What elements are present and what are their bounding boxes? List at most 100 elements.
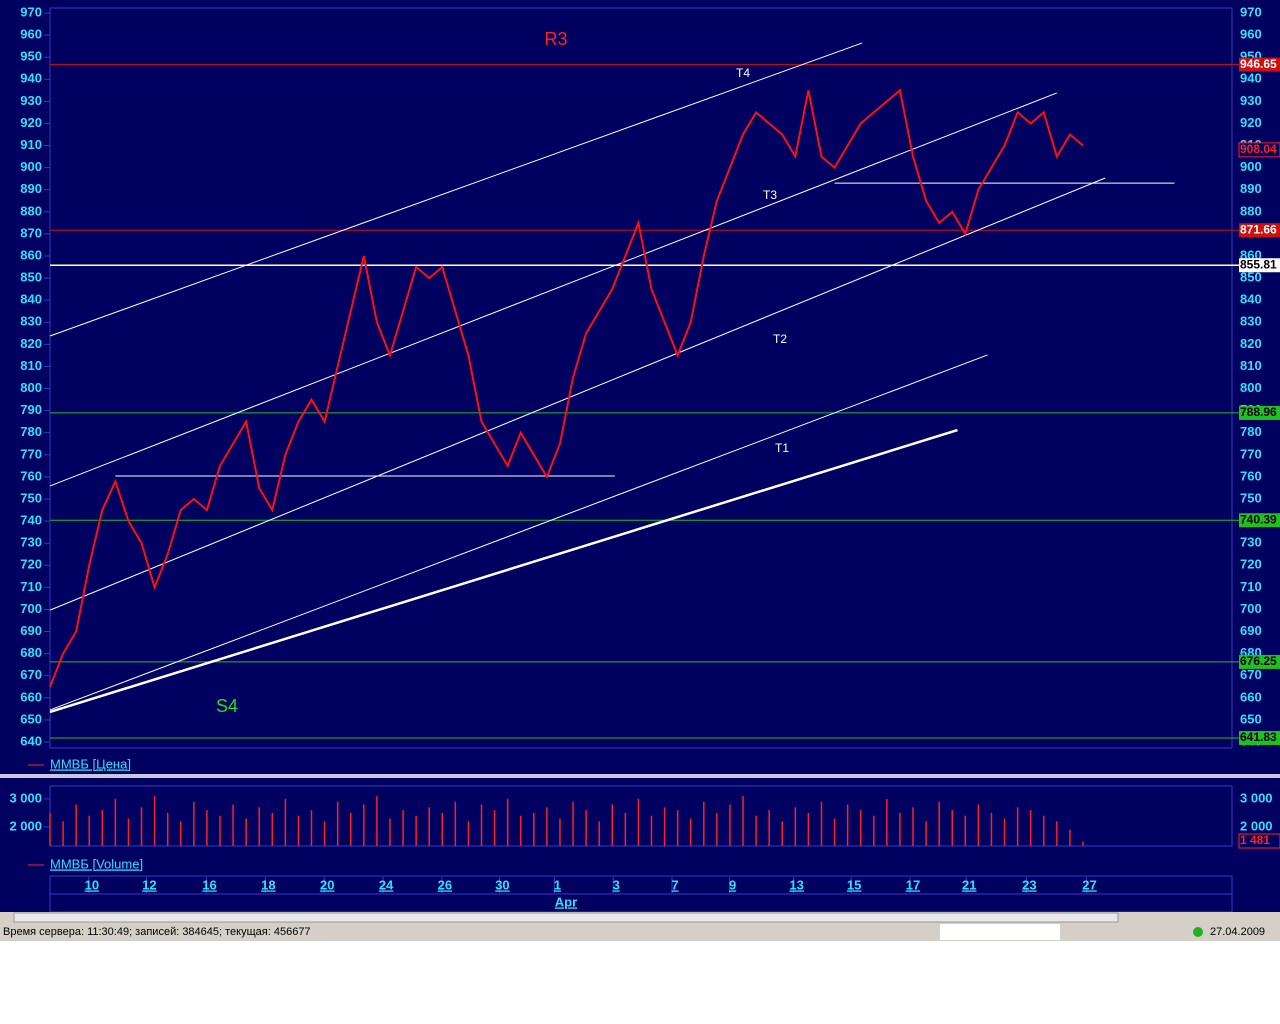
y-tick-label: 780 — [20, 424, 42, 439]
y-tick-label: 800 — [1240, 380, 1262, 395]
y-tick-label: 810 — [20, 358, 42, 373]
y-tick-label: 920 — [20, 115, 42, 130]
y-tick-label: 830 — [1240, 314, 1262, 329]
y-tick-label: 730 — [20, 535, 42, 550]
annotation: R3 — [544, 29, 567, 49]
y-tick-label: 890 — [20, 181, 42, 196]
y-tick-label: 650 — [20, 711, 42, 726]
y-tick-label: 640 — [20, 733, 42, 748]
y-tick-label: 960 — [20, 27, 42, 42]
x-tick-label: 18 — [261, 877, 275, 892]
y-tick-label: 890 — [1240, 181, 1262, 196]
annotation: S4 — [216, 696, 238, 716]
y-tick-label: 730 — [1240, 535, 1262, 550]
x-tick-label: 26 — [438, 877, 452, 892]
x-tick-label: 24 — [379, 877, 394, 892]
y-tick-label: 830 — [20, 314, 42, 329]
x-tick-label: 7 — [671, 877, 678, 892]
y-tick-label: 680 — [20, 645, 42, 660]
level-tag — [1239, 258, 1280, 273]
status-field — [940, 924, 1060, 940]
y-tick-label: 770 — [20, 446, 42, 461]
y-tick-label: 700 — [20, 601, 42, 616]
y-tick-label: 770 — [1240, 446, 1262, 461]
level-label: 855.81 — [1240, 257, 1277, 271]
y-tick-label: 810 — [1240, 358, 1262, 373]
y-tick-label: 940 — [1240, 71, 1262, 86]
y-tick-label: 800 — [20, 380, 42, 395]
x-tick-label: 30 — [495, 877, 509, 892]
background — [0, 0, 1280, 912]
annotation: T4 — [736, 66, 750, 80]
y-tick-label: 870 — [20, 225, 42, 240]
x-tick-label: 20 — [320, 877, 334, 892]
level-label: 641.83 — [1240, 730, 1277, 744]
y-tick-label: 790 — [20, 402, 42, 417]
x-tick-label: 3 — [613, 877, 620, 892]
status-date: 27.04.2009 — [1210, 926, 1265, 938]
y-tick-label: 670 — [20, 667, 42, 682]
x-tick-label: 10 — [85, 877, 99, 892]
y-tick-label: 910 — [20, 137, 42, 152]
level-tag — [1239, 513, 1280, 528]
y-tick-label: 840 — [1240, 292, 1262, 307]
y-tick-label: 780 — [1240, 424, 1262, 439]
y-tick-label: 930 — [20, 93, 42, 108]
y-tick-label: 840 — [20, 292, 42, 307]
status-text: Время сервера: 11:30:49; записей: 384645… — [3, 926, 311, 938]
annotation: T2 — [773, 332, 787, 346]
x-tick-label: 27 — [1082, 877, 1096, 892]
level-tag — [1239, 405, 1280, 420]
level-tag — [1239, 654, 1280, 669]
level-label: 676.25 — [1240, 654, 1277, 668]
y-tick-label: 970 — [1240, 4, 1262, 19]
x-tick-label: 1 — [554, 877, 561, 892]
y-tick-label: 720 — [20, 557, 42, 572]
x-tick-label: 23 — [1022, 877, 1036, 892]
x-tick-label: 15 — [847, 877, 861, 892]
y-tick-label: 3 000 — [1240, 790, 1273, 805]
level-label: 946.65 — [1240, 57, 1277, 71]
last-tag — [1238, 833, 1280, 849]
y-tick-label: 760 — [20, 468, 42, 483]
x-tick-label: 21 — [962, 877, 976, 892]
y-tick-label: 820 — [1240, 336, 1262, 351]
y-tick-label: 670 — [1240, 667, 1262, 682]
separator — [0, 774, 1280, 778]
y-tick-label: 820 — [20, 336, 42, 351]
y-tick-label: 920 — [1240, 115, 1262, 130]
y-tick-label: 2 000 — [9, 818, 42, 833]
annotation: T3 — [763, 188, 777, 202]
legend[interactable]: ММВБ [Volume] — [50, 856, 143, 871]
price-line — [49, 88, 1084, 688]
y-tick-label: 660 — [1240, 689, 1262, 704]
y-tick-label: 880 — [20, 203, 42, 218]
y-tick-label: 900 — [20, 159, 42, 174]
level-label: 740.39 — [1240, 512, 1277, 526]
y-tick-label: 880 — [1240, 203, 1262, 218]
y-tick-label: 650 — [1240, 711, 1262, 726]
y-tick-label: 750 — [20, 490, 42, 505]
y-tick-label: 950 — [20, 49, 42, 64]
y-tick-label: 960 — [1240, 27, 1262, 42]
status-icon — [1193, 927, 1203, 937]
x-tick-label: 17 — [906, 877, 920, 892]
y-tick-label: 760 — [1240, 468, 1262, 483]
trend-line — [49, 428, 958, 714]
y-tick-label: 940 — [20, 71, 42, 86]
x-tick-label: 12 — [142, 877, 156, 892]
y-tick-label: 850 — [1240, 270, 1262, 285]
y-tick-label: 660 — [20, 689, 42, 704]
y-tick-label: 930 — [1240, 93, 1262, 108]
legend[interactable]: ММВБ [Цена] — [50, 756, 131, 771]
scroll-thumb[interactable] — [13, 912, 1119, 923]
y-tick-label: 860 — [20, 247, 42, 262]
y-tick-label: 850 — [20, 270, 42, 285]
y-tick-label: 690 — [1240, 623, 1262, 638]
month-label: Apr — [555, 894, 577, 909]
trend-line — [49, 177, 1106, 611]
y-tick-label: 710 — [20, 579, 42, 594]
x-tick-label: 9 — [729, 877, 736, 892]
y-tick-label: 690 — [20, 623, 42, 638]
